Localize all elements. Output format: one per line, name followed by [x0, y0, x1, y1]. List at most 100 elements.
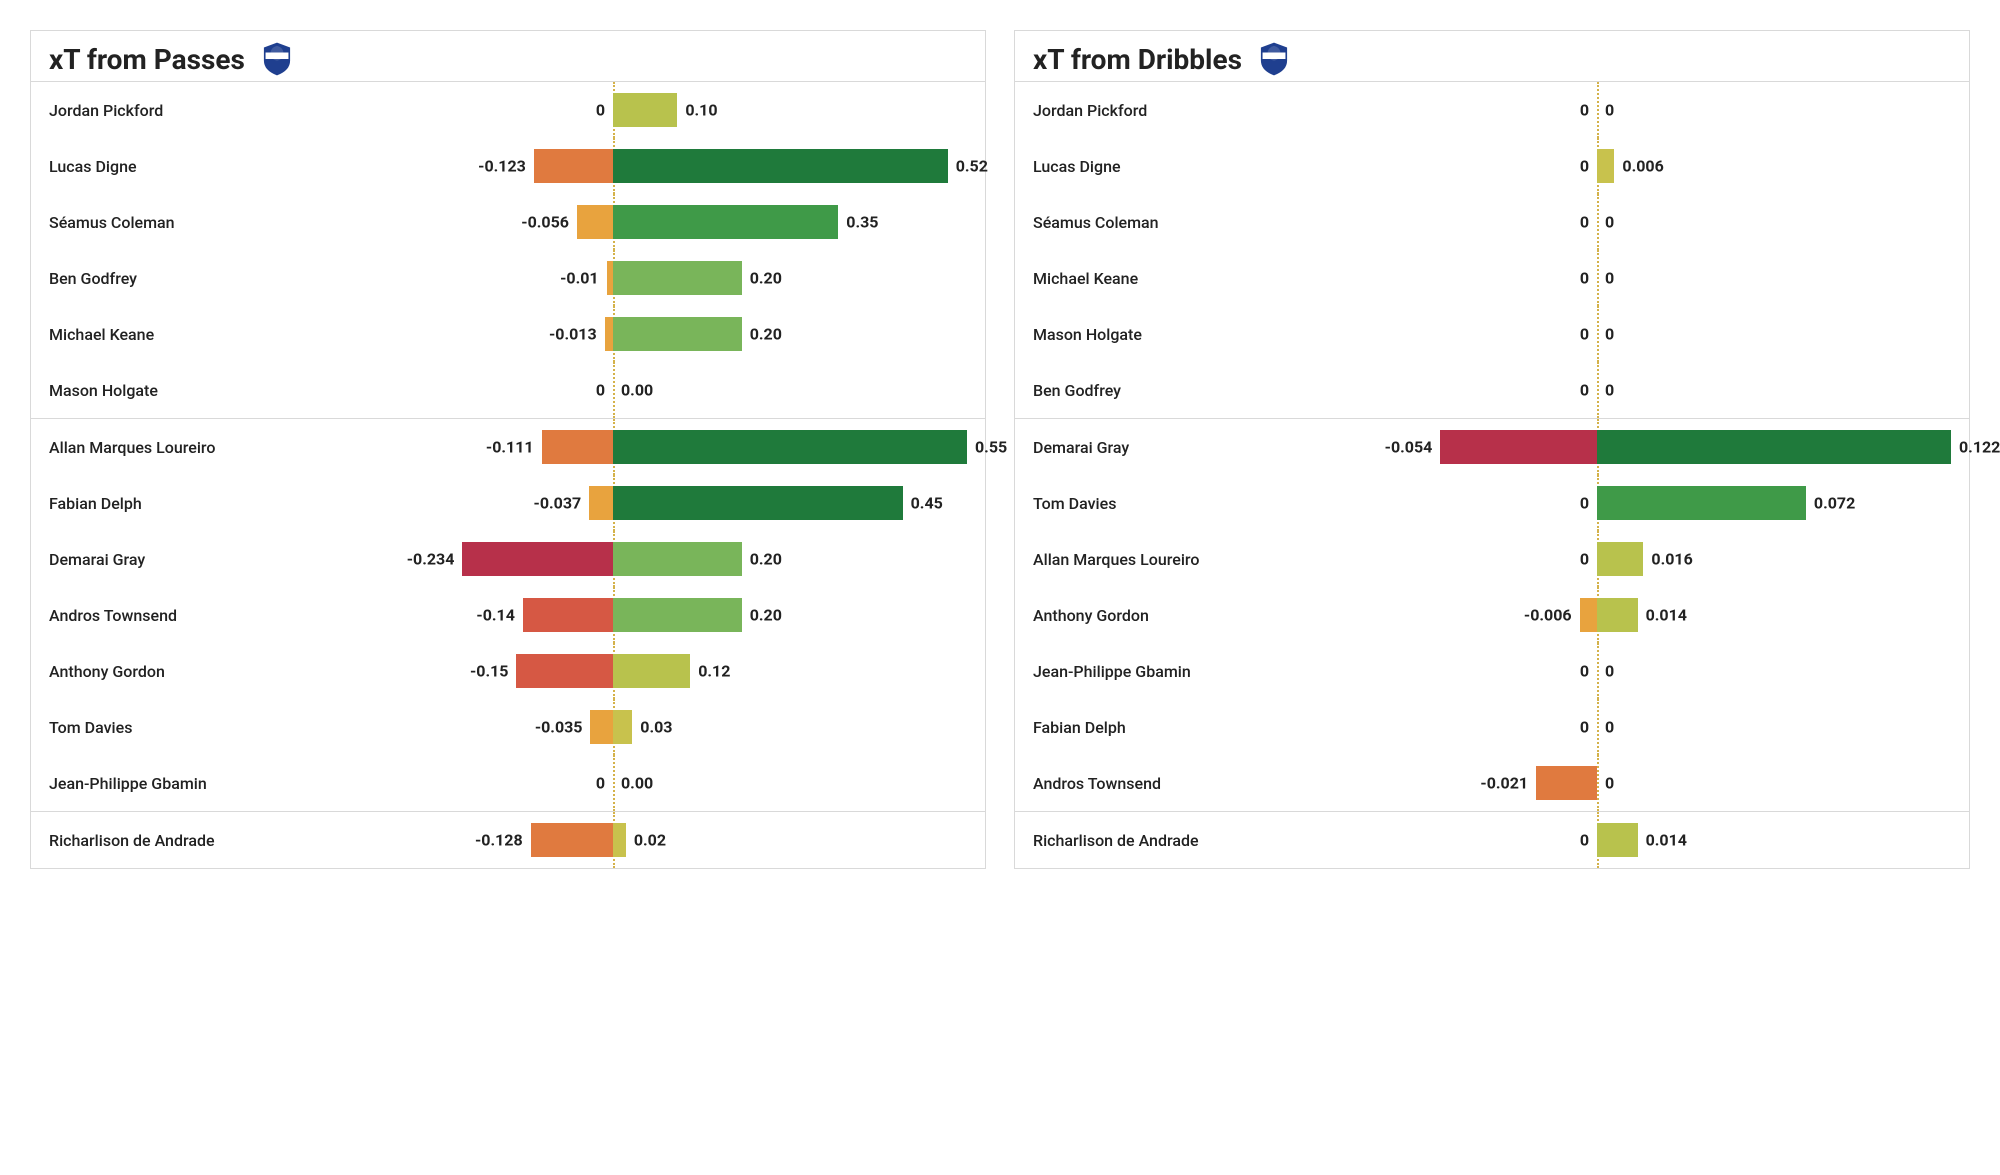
bar-positive — [613, 317, 742, 351]
bar-positive — [613, 261, 742, 295]
bar-negative — [462, 542, 613, 576]
passes-title-row: xT from Passes — [31, 31, 985, 81]
player-name: Richarlison de Andrade — [49, 831, 259, 850]
neg-value-label: -0.128 — [475, 831, 523, 850]
bar-area: -0.128 0.02 — [259, 812, 967, 868]
bar-area: 0 0.00 — [259, 362, 967, 418]
bar-positive — [613, 823, 626, 857]
neg-value-label: 0 — [1580, 157, 1589, 176]
dribbles-group: Richarlison de Andrade 0 0.014 — [1015, 811, 1969, 868]
zero-axis — [1597, 362, 1599, 418]
neg-value-label: 0 — [1580, 831, 1589, 850]
player-row: Lucas Digne 0 0.006 — [1015, 138, 1969, 194]
bar-area: 0 0 — [1243, 643, 1951, 699]
player-name: Ben Godfrey — [49, 269, 259, 288]
zero-axis — [1597, 194, 1599, 250]
zero-axis — [1597, 82, 1599, 138]
player-name: Demarai Gray — [49, 550, 259, 569]
pos-value-label: 0.12 — [698, 662, 730, 681]
bar-area: -0.037 0.45 — [259, 475, 967, 531]
neg-value-label: -0.01 — [560, 269, 598, 288]
neg-value-label: -0.013 — [549, 325, 597, 344]
player-name: Tom Davies — [1033, 494, 1243, 513]
pos-value-label: 0.006 — [1622, 157, 1663, 176]
neg-value-label: 0 — [1580, 662, 1589, 681]
bar-positive — [613, 149, 948, 183]
player-name: Anthony Gordon — [49, 662, 259, 681]
bar-area: 0 0.10 — [259, 82, 967, 138]
bar-negative — [516, 654, 613, 688]
pos-value-label: 0 — [1605, 325, 1614, 344]
bar-area: -0.01 0.20 — [259, 250, 967, 306]
pos-value-label: 0.072 — [1814, 494, 1855, 513]
player-name: Lucas Digne — [49, 157, 259, 176]
player-row: Anthony Gordon -0.15 0.12 — [31, 643, 985, 699]
player-row: Michael Keane -0.013 0.20 — [31, 306, 985, 362]
player-name: Anthony Gordon — [1033, 606, 1243, 625]
player-row: Andros Townsend -0.021 0 — [1015, 755, 1969, 811]
dribbles-chart-panel: xT from Dribbles Jordan Pickford 0 0 Luc… — [1014, 30, 1970, 869]
player-row: Tom Davies -0.035 0.03 — [31, 699, 985, 755]
pos-value-label: 0.00 — [621, 774, 653, 793]
pos-value-label: 0.014 — [1646, 831, 1687, 850]
pos-value-label: 0.20 — [750, 325, 782, 344]
pos-value-label: 0.20 — [750, 269, 782, 288]
player-row: Ben Godfrey -0.01 0.20 — [31, 250, 985, 306]
bar-area: 0 0 — [1243, 699, 1951, 755]
zero-axis — [613, 362, 615, 418]
player-name: Andros Townsend — [1033, 774, 1243, 793]
player-name: Andros Townsend — [49, 606, 259, 625]
player-row: Jordan Pickford 0 0 — [1015, 82, 1969, 138]
player-row: Allan Marques Loureiro -0.111 0.55 — [31, 419, 985, 475]
player-name: Jordan Pickford — [1033, 101, 1243, 120]
pos-value-label: 0.016 — [1651, 550, 1692, 569]
bar-area: -0.054 0.122 — [1243, 419, 1951, 475]
passes-group: Allan Marques Loureiro -0.111 0.55 Fabia… — [31, 418, 985, 811]
pos-value-label: 0.52 — [956, 157, 988, 176]
pos-value-label: 0 — [1605, 774, 1614, 793]
zero-axis — [1597, 699, 1599, 755]
bar-area: 0 0 — [1243, 250, 1951, 306]
bar-negative — [1580, 598, 1597, 632]
bar-area: -0.006 0.014 — [1243, 587, 1951, 643]
bar-negative — [523, 598, 613, 632]
zero-axis — [613, 755, 615, 811]
bar-area: -0.15 0.12 — [259, 643, 967, 699]
bar-area: -0.123 0.52 — [259, 138, 967, 194]
player-row: Demarai Gray -0.054 0.122 — [1015, 419, 1969, 475]
bar-positive — [613, 542, 742, 576]
bar-positive — [613, 205, 838, 239]
bar-area: -0.021 0 — [1243, 755, 1951, 811]
neg-value-label: -0.123 — [478, 157, 526, 176]
bar-negative — [534, 149, 613, 183]
player-name: Mason Holgate — [1033, 325, 1243, 344]
player-row: Ben Godfrey 0 0 — [1015, 362, 1969, 418]
bar-positive — [613, 430, 967, 464]
player-name: Jean-Philippe Gbamin — [49, 774, 259, 793]
bar-area: 0 0 — [1243, 306, 1951, 362]
passes-chart-panel: xT from Passes Jordan Pickford 0 0.10 Lu… — [30, 30, 986, 869]
pos-value-label: 0 — [1605, 269, 1614, 288]
neg-value-label: 0 — [1580, 101, 1589, 120]
player-name: Lucas Digne — [1033, 157, 1243, 176]
player-row: Séamus Coleman 0 0 — [1015, 194, 1969, 250]
pos-value-label: 0.02 — [634, 831, 666, 850]
pos-value-label: 0.10 — [685, 101, 717, 120]
neg-value-label: 0 — [1580, 494, 1589, 513]
bar-negative — [590, 710, 613, 744]
neg-value-label: -0.021 — [1480, 774, 1528, 793]
pos-value-label: 0 — [1605, 662, 1614, 681]
neg-value-label: 0 — [1580, 213, 1589, 232]
player-name: Fabian Delph — [1033, 718, 1243, 737]
bar-area: -0.234 0.20 — [259, 531, 967, 587]
neg-value-label: 0 — [1580, 325, 1589, 344]
player-row: Séamus Coleman -0.056 0.35 — [31, 194, 985, 250]
bar-negative — [531, 823, 613, 857]
bar-area: -0.056 0.35 — [259, 194, 967, 250]
pos-value-label: 0.00 — [621, 381, 653, 400]
bar-area: -0.111 0.55 — [259, 419, 967, 475]
bar-positive — [1597, 823, 1638, 857]
player-name: Jean-Philippe Gbamin — [1033, 662, 1243, 681]
bar-area: 0 0.00 — [259, 755, 967, 811]
player-row: Fabian Delph -0.037 0.45 — [31, 475, 985, 531]
